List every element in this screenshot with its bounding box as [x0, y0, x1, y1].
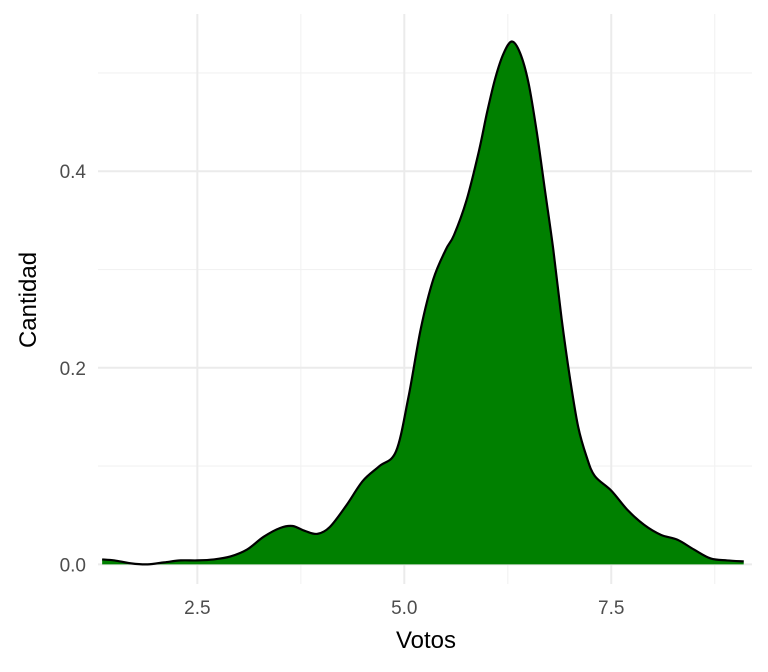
x-tick-label: 2.5 [184, 598, 210, 619]
x-tick-label: 7.5 [598, 598, 624, 619]
x-axis-ticks: 2.5 5.0 7.5 [184, 598, 624, 619]
x-axis-title: Votos [396, 627, 456, 654]
major-gridlines [98, 14, 752, 584]
density-line [102, 40, 744, 566]
y-tick-label: 0.0 [60, 555, 86, 576]
y-tick-label: 0.2 [60, 359, 86, 380]
density-area [102, 41, 744, 565]
x-tick-label: 5.0 [391, 598, 417, 619]
y-tick-label: 0.4 [60, 162, 87, 183]
y-axis-ticks: 0.0 0.2 0.4 [60, 162, 87, 576]
y-axis-title: Cantidad [15, 252, 42, 348]
